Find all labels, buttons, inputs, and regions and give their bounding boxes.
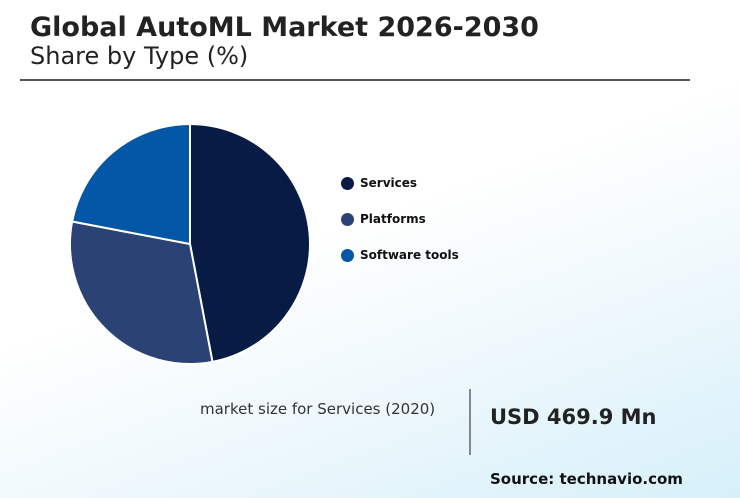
legend-label-platforms: Platforms: [360, 212, 426, 226]
pie-slice-services: [189, 122, 311, 364]
legend-label-services: Services: [360, 176, 418, 190]
pie-slice-software-tools: [70, 122, 191, 246]
header-divider: [20, 79, 690, 81]
chart-subtitle: Share by Type (%): [30, 42, 249, 70]
market-size-value: USD 469.9 Mn: [490, 405, 657, 429]
chart-legend: Services Platforms Software tools: [341, 175, 459, 283]
pie-slice-platforms: [69, 220, 214, 365]
source-credit: Source: technavio.com: [490, 470, 683, 488]
legend-label-software-tools: Software tools: [360, 248, 459, 262]
legend-swatch-services: [341, 176, 354, 190]
market-divider: [469, 389, 471, 455]
legend-item-services: Services: [341, 175, 459, 191]
legend-swatch-platforms: [341, 212, 354, 226]
legend-swatch-software-tools: [341, 248, 354, 262]
market-size-label: market size for Services (2020): [200, 400, 436, 418]
chart-title: Global AutoML Market 2026-2030: [30, 12, 539, 43]
legend-item-software-tools: Software tools: [341, 247, 459, 263]
legend-item-platforms: Platforms: [341, 211, 459, 227]
